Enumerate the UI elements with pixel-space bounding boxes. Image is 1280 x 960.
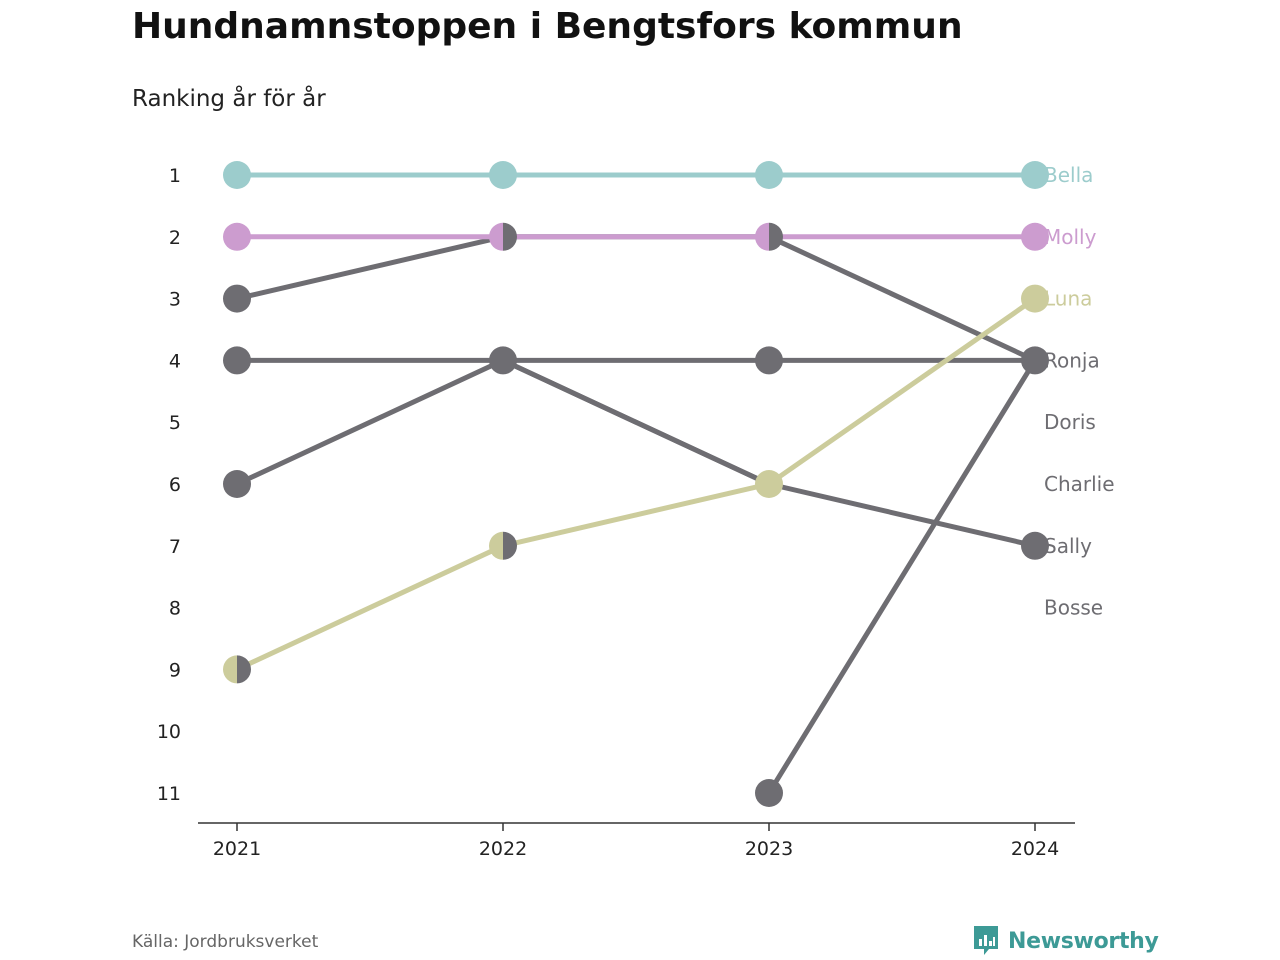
source-note: Källa: Jordbruksverket bbox=[132, 932, 319, 952]
y-tick-label: 7 bbox=[169, 536, 181, 558]
point-molly-2024 bbox=[1021, 222, 1049, 251]
y-tick-label: 1 bbox=[169, 165, 181, 187]
series-markers bbox=[223, 161, 1049, 807]
tied-point-right-2021-9 bbox=[237, 655, 251, 684]
y-tick-label: 11 bbox=[157, 783, 181, 805]
point-ronja-2024 bbox=[1021, 346, 1049, 375]
bump-chart: 1 2 3 4 5 6 7 8 9 10 11 2021 2022 2023 2024 Bella Moll… bbox=[157, 161, 1115, 860]
x-tick-label: 2024 bbox=[1011, 838, 1059, 860]
point-ronja-2023 bbox=[755, 346, 783, 375]
series-line-luna bbox=[500, 481, 772, 549]
x-tick-label: 2021 bbox=[213, 838, 261, 860]
end-label-sally: Sally bbox=[1044, 534, 1092, 558]
series-line-luna bbox=[234, 543, 506, 672]
point-bella-2022 bbox=[489, 161, 517, 189]
newsworthy-logo[interactable]: Newsworthy bbox=[972, 924, 1159, 958]
tied-point-left-2022-2 bbox=[489, 222, 503, 251]
end-label-charlie: Charlie bbox=[1044, 472, 1115, 496]
point-luna-2024 bbox=[1021, 284, 1049, 313]
series-line-unnamed bbox=[766, 357, 1038, 796]
end-label-doris: Doris bbox=[1044, 410, 1096, 434]
series-line-bosse bbox=[500, 357, 772, 487]
point-charlie-2021 bbox=[223, 284, 251, 313]
series-line-doris bbox=[766, 234, 1038, 363]
chart-subtitle: Ranking år för år bbox=[132, 86, 326, 112]
point-luna-2023 bbox=[755, 470, 783, 498]
newsworthy-logo-icon bbox=[974, 926, 998, 955]
y-tick-label: 8 bbox=[169, 598, 181, 620]
series-line-luna bbox=[766, 296, 1038, 487]
series-line-sally bbox=[766, 481, 1038, 549]
tied-point-right-2022-7 bbox=[503, 531, 517, 560]
end-label-ronja: Ronja bbox=[1044, 348, 1100, 372]
end-label-bella: Bella bbox=[1044, 163, 1093, 187]
end-labels: Bella Molly Luna Ronja Doris Charlie Sally Boss… bbox=[1044, 163, 1115, 620]
end-label-molly: Molly bbox=[1044, 225, 1097, 249]
y-tick-label: 10 bbox=[157, 721, 181, 743]
y-tick-label: 3 bbox=[169, 289, 181, 311]
tied-point-left-2021-9 bbox=[223, 655, 237, 684]
other-series-lines bbox=[234, 234, 1038, 796]
tied-point-right-2022-2 bbox=[503, 222, 517, 251]
end-label-bosse: Bosse bbox=[1044, 596, 1103, 620]
series-line-sally bbox=[234, 357, 506, 487]
chart-title: Hundnamnstoppen i Bengtsfors kommun bbox=[132, 6, 963, 47]
y-tick-label: 9 bbox=[169, 659, 181, 681]
series-line-charlie bbox=[234, 234, 506, 302]
y-tick-label: 2 bbox=[169, 227, 181, 249]
end-label-luna: Luna bbox=[1044, 287, 1092, 311]
point-ronja-2022 bbox=[489, 346, 517, 375]
point-unnamed-2023 bbox=[755, 779, 783, 807]
point-molly-2021 bbox=[223, 222, 251, 251]
point-sally-2024 bbox=[1021, 531, 1049, 560]
tied-point-left-2023-2 bbox=[755, 222, 769, 251]
point-ronja-2021 bbox=[223, 346, 251, 375]
y-axis: 1 2 3 4 5 6 7 8 9 10 11 bbox=[157, 165, 181, 805]
brand-name: Newsworthy bbox=[1008, 928, 1159, 954]
x-axis: 2021 2022 2023 2024 bbox=[198, 822, 1075, 860]
point-sally-2021 bbox=[223, 470, 251, 498]
tied-point-right-2023-2 bbox=[769, 222, 783, 251]
tied-point-left-2022-7 bbox=[489, 531, 503, 560]
point-bella-2023 bbox=[755, 161, 783, 189]
y-tick-label: 5 bbox=[169, 412, 181, 434]
x-tick-label: 2023 bbox=[745, 838, 793, 860]
x-tick-label: 2022 bbox=[479, 838, 527, 860]
highlight-series-lines bbox=[234, 172, 1038, 672]
y-tick-label: 6 bbox=[169, 474, 181, 496]
point-bella-2021 bbox=[223, 161, 251, 189]
y-tick-label: 4 bbox=[169, 350, 181, 372]
point-bella-2024 bbox=[1021, 161, 1049, 189]
